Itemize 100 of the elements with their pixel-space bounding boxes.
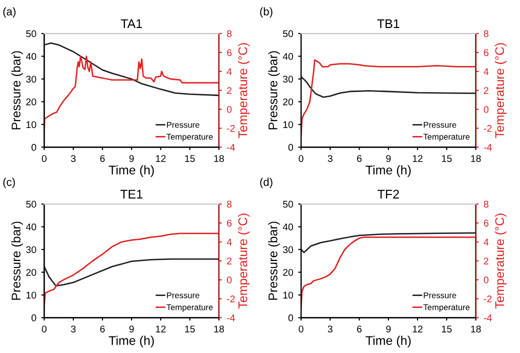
y2-tick-label: 6 (227, 220, 232, 227)
y-tick-label: 30 (282, 246, 294, 254)
x-tick-label: 18 (471, 155, 481, 162)
legend-label: Temperature (423, 304, 470, 312)
y-axis-title: Pressure (bar) (11, 51, 23, 130)
x-tick-label: 12 (156, 155, 166, 162)
y-tick-label: 50 (26, 30, 36, 38)
y-tick-label: 50 (283, 30, 294, 38)
y2-tick-label: 6 (227, 49, 232, 56)
y-axis-title: Pressure (bar) (268, 222, 280, 300)
x-tick-label: 12 (156, 326, 166, 332)
x-tick-label: 18 (214, 326, 224, 332)
line-series (301, 232, 476, 254)
text: (c) (3, 178, 15, 188)
y-tick-label: 10 (26, 292, 36, 299)
y-axis-title: Pressure (bar) (268, 51, 280, 130)
x-tick-label: 6 (100, 155, 105, 162)
y-tick-label: 0 (32, 314, 36, 322)
y2-tick-label: -4 (227, 144, 235, 151)
y-tick-label: 50 (26, 200, 36, 208)
y2-tick-label: -2 (227, 124, 235, 132)
y2-tick-label: 4 (226, 238, 232, 246)
y2-tick-label: 4 (226, 68, 232, 75)
y-tick-label: 30 (282, 76, 294, 83)
x-tick-label: 15 (442, 326, 452, 332)
chart-title: TB1 (377, 19, 400, 28)
x-tick-label: 15 (185, 326, 195, 332)
y2-tick-label: 8 (227, 200, 232, 208)
chart-title: TF2 (378, 190, 399, 198)
y2-tick-label: -4 (484, 314, 492, 322)
y2-axis-title: Temperature (°C) (238, 43, 250, 138)
text: (d) (260, 178, 272, 188)
text: (a) (3, 7, 16, 18)
x-tick-label: 0 (42, 326, 47, 332)
y2-tick-label: 6 (484, 220, 488, 227)
y2-tick-label: 2 (484, 258, 488, 264)
x-tick-label: 18 (471, 326, 481, 332)
y2-tick-label: 0 (226, 106, 232, 113)
y-tick-label: 30 (26, 246, 36, 254)
x-tick-label: 9 (129, 155, 134, 162)
x-tick-label: 0 (298, 326, 304, 332)
x-tick-label: 0 (298, 155, 304, 162)
x-axis-title: Time (h) (366, 336, 411, 348)
legend-label: Temperature (423, 134, 470, 142)
y2-tick-label: 2 (227, 258, 232, 264)
y2-tick-label: 6 (484, 49, 488, 56)
y2-tick-label: 4 (484, 238, 489, 246)
x-tick-label: 3 (328, 326, 332, 332)
y2-axis-title: Temperature (°C) (238, 214, 250, 309)
chart-title: TA1 (120, 19, 142, 28)
x-tick-label: 12 (412, 326, 422, 332)
y2-tick-label: 8 (484, 200, 488, 208)
x-tick-label: 15 (185, 155, 195, 162)
x-tick-label: 3 (70, 326, 76, 332)
y-tick-label: 40 (26, 224, 36, 230)
x-tick-label: 12 (412, 155, 422, 162)
y-tick-label: 40 (282, 53, 294, 60)
y2-tick-label: 0 (484, 106, 488, 113)
y2-tick-label: 2 (227, 87, 232, 94)
x-tick-label: 9 (386, 155, 391, 162)
y2-tick-label: -4 (227, 314, 235, 322)
x-tick-label: 9 (386, 326, 391, 332)
y2-axis-title: Temperature (°C) (494, 43, 507, 138)
line-series (44, 258, 219, 287)
legend-label: Pressure (167, 292, 200, 298)
y-tick-label: 10 (283, 121, 294, 128)
y2-tick-label: 8 (227, 30, 232, 38)
y2-tick-label: -2 (484, 295, 492, 302)
y-tick-label: 20 (283, 98, 294, 106)
x-tick-label: 3 (328, 155, 332, 162)
legend-label: Pressure (167, 122, 200, 128)
y-tick-label: 50 (283, 200, 294, 208)
y-tick-label: 0 (32, 144, 36, 151)
x-tick-label: 0 (42, 155, 47, 162)
x-tick-label: 6 (357, 326, 362, 332)
y2-tick-label: 0 (484, 276, 488, 284)
y2-tick-label: 8 (484, 30, 488, 38)
x-axis-title: Time (h) (108, 336, 154, 348)
y-tick-label: 0 (288, 144, 294, 151)
line-series (301, 76, 476, 98)
y2-tick-label: 2 (484, 87, 488, 94)
y-axis-title: Pressure (bar) (11, 222, 23, 300)
y2-tick-label: -2 (227, 295, 235, 302)
x-tick-label: 18 (214, 155, 224, 162)
y-tick-label: 30 (26, 76, 36, 83)
x-axis-title: Time (h) (108, 165, 154, 177)
y-tick-label: 10 (26, 121, 36, 128)
y2-axis-title: Temperature (°C) (494, 214, 507, 309)
x-tick-label: 9 (129, 326, 134, 332)
chart-title: TE1 (120, 190, 142, 198)
text: (b) (260, 7, 272, 18)
x-tick-label: 15 (442, 155, 452, 162)
y2-tick-label: -2 (484, 124, 492, 132)
y-tick-label: 0 (288, 314, 294, 322)
y-tick-label: 10 (283, 292, 294, 299)
y2-tick-label: -4 (484, 144, 492, 151)
legend-label: Pressure (424, 122, 456, 128)
y-tick-label: 20 (26, 98, 36, 106)
legend-label: Temperature (166, 304, 213, 312)
x-tick-label: 3 (70, 155, 76, 162)
